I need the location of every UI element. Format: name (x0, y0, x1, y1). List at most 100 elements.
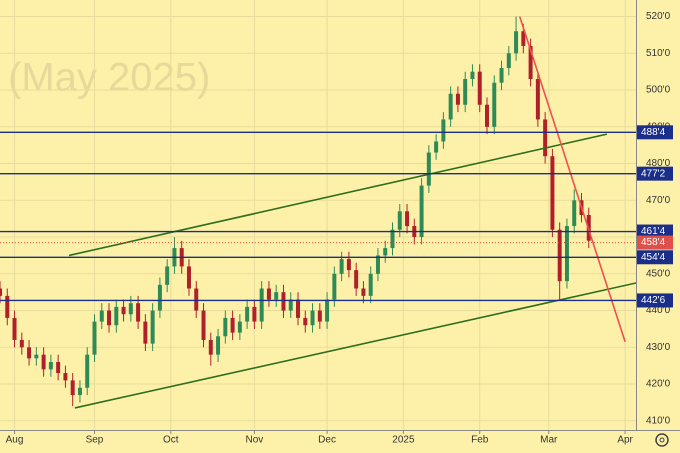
level-label-box (637, 224, 673, 239)
candle-body (136, 303, 141, 322)
candle-body (41, 354, 46, 370)
level-label-box (637, 293, 673, 308)
y-tick-label: 510'0 (646, 48, 671, 59)
candle-body (223, 317, 228, 337)
candle-body (230, 317, 235, 333)
x-tick-label: Nov (246, 435, 264, 446)
last-price-box (637, 235, 673, 250)
candle-body (448, 93, 453, 120)
candle-body (390, 229, 395, 249)
x-tick-label: Dec (318, 435, 336, 446)
level-label: 488'4 (641, 127, 666, 138)
candle-body (77, 387, 82, 396)
candle-body (56, 362, 61, 374)
candle-body (99, 310, 104, 322)
candle-body (572, 200, 577, 227)
candle-body (550, 156, 555, 230)
candle-body (455, 93, 460, 105)
level-label: 442'6 (641, 295, 666, 306)
candle-body (426, 152, 431, 186)
candle-body (128, 303, 133, 315)
candle-body (237, 321, 242, 333)
candle-body (463, 79, 468, 105)
candle-body (434, 141, 439, 153)
y-tick-label: 410'0 (646, 415, 671, 426)
candle-body (186, 266, 191, 289)
candle-body (252, 306, 257, 322)
candle-body (346, 259, 351, 271)
candle-body (419, 185, 424, 238)
candle-body (325, 299, 330, 322)
candle-body (368, 273, 373, 296)
candle-body (557, 229, 562, 282)
candle-body (535, 79, 540, 120)
level-label-box (637, 125, 673, 140)
candle-body (0, 288, 2, 296)
candle-body (564, 226, 569, 282)
watermark: (May 2025) (8, 56, 210, 100)
x-tick-label: Sep (86, 435, 104, 446)
candle-body (303, 317, 308, 326)
candle-body (477, 71, 482, 105)
candle-body (543, 119, 548, 157)
settings-icon[interactable] (655, 433, 669, 447)
x-tick-label: Feb (471, 435, 489, 446)
y-tick-label: 480'0 (646, 158, 671, 169)
candle-body (499, 67, 504, 83)
candle-body (361, 288, 366, 296)
candle-body (296, 299, 301, 318)
trend-line (68, 133, 608, 257)
candle-body (506, 53, 511, 68)
candle-body (92, 321, 97, 355)
last-price-label: 458'4 (641, 237, 666, 248)
candle-body (528, 45, 533, 80)
candle-body (157, 284, 162, 311)
trend-line (518, 16, 626, 343)
x-tick-label: Oct (163, 435, 179, 446)
trend-line (74, 282, 637, 409)
level-label: 454'4 (641, 252, 666, 263)
candle-body (27, 347, 32, 359)
candle-body (492, 82, 497, 127)
candle-body (405, 211, 410, 227)
candle-body (339, 259, 344, 274)
candle-body (5, 295, 10, 318)
candle-body (317, 310, 322, 322)
level-label-box (637, 166, 673, 181)
candle-body (107, 310, 112, 326)
candle-body (34, 354, 39, 359)
candle-body (354, 270, 359, 289)
candle-body (70, 380, 75, 396)
x-tick-label: Aug (6, 435, 24, 446)
y-tick-label: 430'0 (646, 342, 671, 353)
level-label-box (637, 250, 673, 265)
y-tick-label: 520'0 (646, 11, 671, 22)
candle-body (375, 255, 380, 274)
candle-body (259, 288, 264, 322)
candle-body (274, 292, 279, 300)
candle-body (19, 339, 24, 348)
candle-body (441, 119, 446, 142)
candle-body (521, 31, 526, 46)
x-tick-label: 2025 (392, 435, 415, 446)
candle-body (288, 299, 293, 311)
gear[interactable] (655, 433, 669, 447)
y-tick-label: 450'0 (646, 268, 671, 279)
candle-body (150, 310, 155, 344)
x-tick-label: Apr (617, 435, 633, 446)
candle-body (310, 310, 315, 326)
candle-body (48, 362, 53, 370)
candle-body (165, 266, 170, 285)
candle-body (245, 306, 250, 322)
x-tick-label: Mar (540, 435, 558, 446)
gear-hub[interactable] (659, 437, 665, 443)
candle-body (514, 31, 519, 54)
candle-body (383, 248, 388, 256)
candle-body (484, 104, 489, 127)
candle-body (266, 288, 271, 300)
y-tick-label: 470'0 (646, 195, 671, 206)
level-label: 461'4 (641, 226, 666, 237)
candle-body (194, 288, 199, 311)
level-label: 477'2 (641, 168, 666, 179)
